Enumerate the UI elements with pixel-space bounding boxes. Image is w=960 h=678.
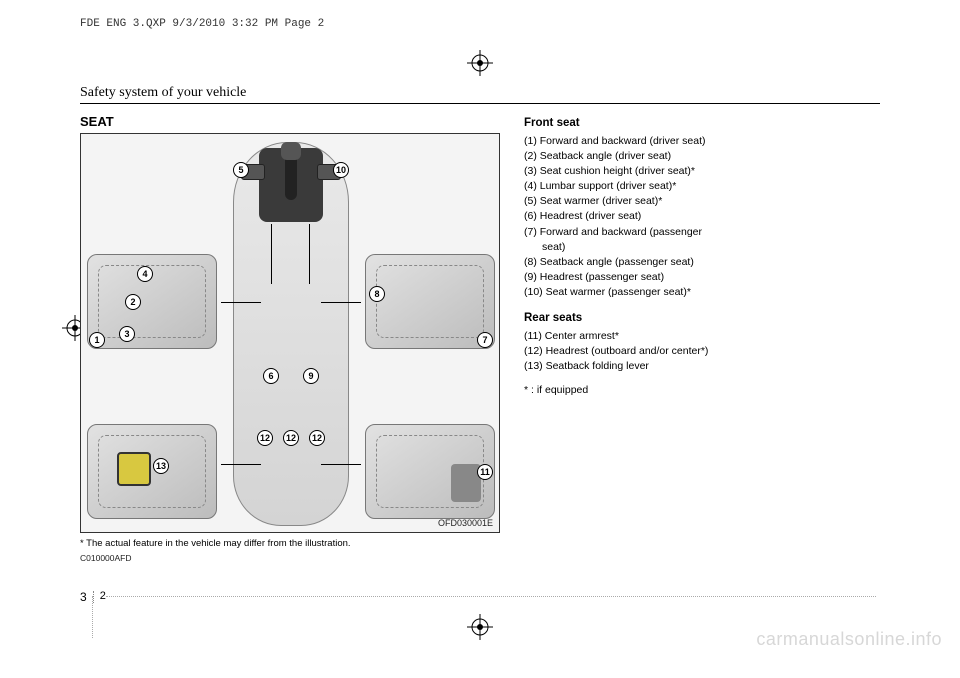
rear-seats-heading: Rear seats <box>524 311 844 327</box>
doc-code: C010000AFD <box>80 553 510 563</box>
list-item: (4) Lumbar support (driver seat)* <box>524 179 844 193</box>
callout-6: 6 <box>263 368 279 384</box>
callout-8: 8 <box>369 286 385 302</box>
list-item: (8) Seatback angle (passenger seat) <box>524 255 844 269</box>
callout-7: 7 <box>477 332 493 348</box>
list-item: (10) Seat warmer (passenger seat)* <box>524 285 844 299</box>
content-row: SEAT 5 <box>80 114 880 563</box>
chapter-number: 3 <box>80 591 94 603</box>
leader-line <box>321 464 361 465</box>
callout-12: 12 <box>309 430 325 446</box>
dotted-rule <box>106 596 876 597</box>
callout-9: 9 <box>303 368 319 384</box>
list-item: (11) Center armrest* <box>524 329 844 343</box>
page: FDE ENG 3.QXP 9/3/2010 3:32 PM Page 2 Sa… <box>80 18 880 638</box>
right-column: Front seat (1) Forward and backward (dri… <box>524 114 844 563</box>
driver-seat-panel <box>87 254 217 349</box>
front-seat-heading: Front seat <box>524 116 844 132</box>
list-item: (3) Seat cushion height (driver seat)* <box>524 164 844 178</box>
list-item: (5) Seat warmer (driver seat)* <box>524 194 844 208</box>
left-column: SEAT 5 <box>80 114 510 563</box>
leader-line <box>321 302 361 303</box>
passenger-seat-panel <box>365 254 495 349</box>
list-item: (6) Headrest (driver seat) <box>524 209 844 223</box>
page-number-value: 2 <box>94 591 106 602</box>
callout-12: 12 <box>283 430 299 446</box>
list-item: seat) <box>524 240 844 254</box>
callout-10: 10 <box>333 162 349 178</box>
list-item: (7) Forward and backward (passenger <box>524 225 844 239</box>
leader-line <box>221 302 261 303</box>
list-item: (12) Headrest (outboard and/or center*) <box>524 344 844 358</box>
footnote: * : if equipped <box>524 383 844 397</box>
folding-lever <box>117 452 151 486</box>
seat-illustration: 5 10 1 2 3 4 6 7 8 9 11 12 12 12 13 OFD0… <box>80 133 500 533</box>
callout-1: 1 <box>89 332 105 348</box>
leader-line <box>271 224 272 284</box>
leader-line <box>309 224 310 284</box>
illustration-caption: * The actual feature in the vehicle may … <box>80 538 510 549</box>
rear-left-panel <box>87 424 217 519</box>
page-number: 3 2 <box>80 591 106 603</box>
list-item: (9) Headrest (passenger seat) <box>524 270 844 284</box>
list-item: (13) Seatback folding lever <box>524 359 844 373</box>
gear-shifter <box>285 150 297 200</box>
callout-2: 2 <box>125 294 141 310</box>
seat-heading: SEAT <box>80 114 510 129</box>
file-header: FDE ENG 3.QXP 9/3/2010 3:32 PM Page 2 <box>80 18 880 30</box>
callout-3: 3 <box>119 326 135 342</box>
callout-5: 5 <box>233 162 249 178</box>
crop-mark-icon <box>467 50 493 76</box>
image-code: OFD030001E <box>438 518 493 528</box>
crop-mark-icon <box>467 614 493 640</box>
callout-12: 12 <box>257 430 273 446</box>
leader-line <box>221 464 261 465</box>
callout-13: 13 <box>153 458 169 474</box>
watermark: carmanualsonline.info <box>756 629 942 650</box>
list-item: (1) Forward and backward (driver seat) <box>524 134 844 148</box>
list-item: (2) Seatback angle (driver seat) <box>524 149 844 163</box>
callout-11: 11 <box>477 464 493 480</box>
callout-4: 4 <box>137 266 153 282</box>
section-title: Safety system of your vehicle <box>80 85 880 104</box>
